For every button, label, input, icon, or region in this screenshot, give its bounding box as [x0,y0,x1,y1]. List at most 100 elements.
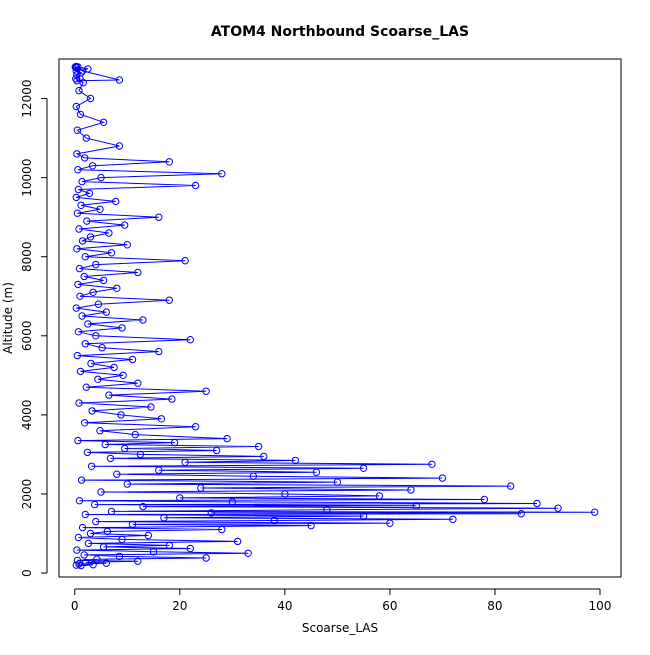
data-point [75,264,84,273]
data-point [176,494,184,502]
data-point [181,458,189,466]
data-point [86,529,95,538]
data-point [74,436,82,445]
y-tick-label: 4000 [20,400,34,431]
data-point [202,387,210,395]
data-point [312,468,321,476]
data-point [73,126,82,134]
y-tick-label: 10000 [20,159,34,197]
data-point [105,391,113,399]
data-point [118,535,126,544]
data-point [85,189,94,198]
data-point [165,158,174,166]
data-point [147,403,155,411]
data-point [218,525,226,534]
data-point [74,533,83,542]
data-point [89,288,97,296]
data-point [131,430,139,439]
data-point [99,543,108,551]
data-point [197,484,205,492]
data-point [144,531,153,540]
data-point [75,497,84,505]
data-point [83,217,91,225]
data-point [93,555,101,563]
data-point [78,237,87,245]
data-point [88,407,96,415]
data-point [99,118,108,127]
data-point [72,63,80,72]
data-point [118,324,126,332]
y-tick-label: 6000 [20,321,34,352]
data-point [84,539,93,548]
data-point [91,500,99,509]
data-point [101,440,109,449]
data-point [113,284,121,292]
data-point [72,75,80,83]
data-point [81,253,90,261]
data-point [72,304,81,312]
data-point [165,541,174,550]
data-point [438,474,447,482]
data-point [281,490,289,498]
data-point [73,351,82,360]
data-point [207,509,216,517]
data-point [76,292,84,300]
data-point [103,527,112,536]
data-point [168,395,176,403]
data-point [80,551,88,559]
data-point [76,110,85,119]
data-point [136,450,145,459]
data-point [94,300,103,308]
data-point [428,460,436,468]
x-tick-label: 40 [277,599,292,613]
data-point [75,399,83,407]
data-point [270,516,278,525]
x-axis-label: Scoarse_LAS [302,621,378,635]
data-point [155,466,163,474]
data-point [119,371,127,379]
data-point [260,452,268,461]
data-point [223,434,231,443]
data-point [157,415,166,423]
x-tick-label: 100 [589,599,612,613]
data-point [149,548,158,556]
data-point [73,546,81,554]
data-point [75,86,83,95]
data-point [121,221,129,229]
data-point [480,495,489,504]
data-point [139,316,147,324]
data-point [78,67,87,75]
data-point [134,268,142,277]
series-line [74,66,595,567]
data-point [359,512,368,520]
data-point [78,177,86,186]
data-point [139,502,147,511]
x-axis: 0 20 40 60 80 100 [71,588,612,613]
data-point [94,375,102,383]
data-point [249,472,258,480]
chart-title: ATOM4 Northbound Scoarse_LAS [211,24,469,40]
data-point [97,488,105,496]
data-point [78,523,87,532]
data-point [77,476,86,484]
data-point [76,367,85,376]
data-point [74,185,83,194]
data-point [170,438,179,447]
data-point [554,504,562,512]
data-point [155,347,163,356]
data-point [113,470,121,478]
axis-layer: 0 20 40 60 80 100 0 2000 4000 6000 8000 10000 12000 [20,79,611,613]
x-tick-label: 20 [172,599,187,613]
data-point [128,355,137,364]
y-axis-label: Altitude (m) [1,282,15,354]
data-point [533,499,541,508]
data-point [307,521,315,530]
data-point [121,444,129,453]
data-point [89,561,97,569]
data-point [92,260,100,269]
data-point [112,197,120,206]
data-point [134,557,142,565]
data-point [88,162,97,170]
data-point [186,336,195,344]
